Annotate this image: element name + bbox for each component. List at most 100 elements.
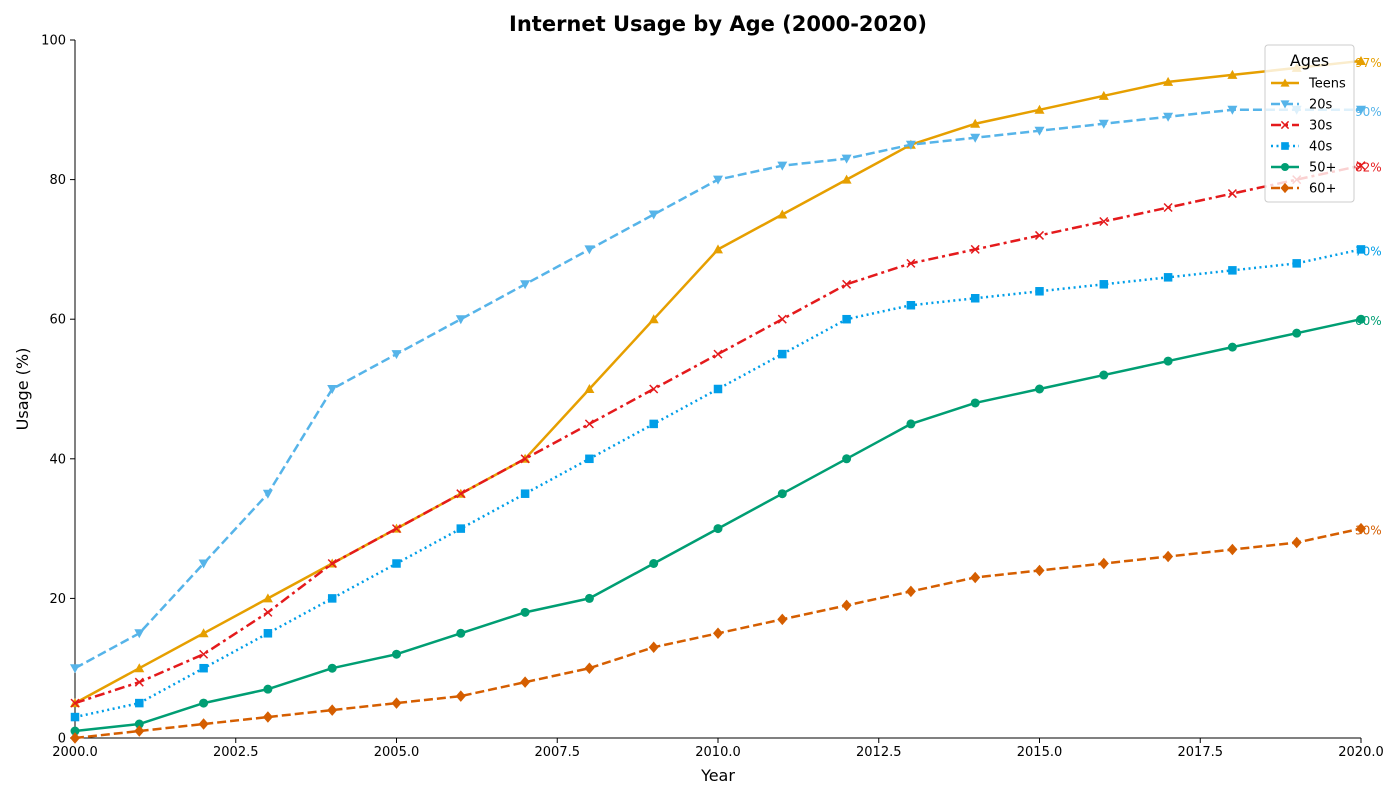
chart-title: Internet Usage by Age (2000-2020) [509, 12, 927, 36]
legend-marker [1280, 182, 1290, 194]
x-tick-label: 2007.5 [535, 745, 581, 760]
y-tick-label: 60 [49, 313, 66, 328]
data-point [392, 649, 401, 659]
data-point [1034, 230, 1045, 240]
legend-marker [1280, 120, 1290, 130]
data-point [1292, 328, 1302, 338]
legend-entry: 40s [1271, 140, 1333, 155]
legend-entry: 50+ [1271, 161, 1336, 176]
data-point [263, 629, 273, 638]
data-point [1227, 342, 1237, 352]
data-point [1356, 105, 1366, 115]
data-point [905, 140, 916, 150]
legend-marker [1281, 142, 1289, 150]
data-point [134, 629, 145, 639]
end-value-label: 30% [1355, 524, 1382, 538]
data-point [713, 244, 723, 254]
legend-entry: 60+ [1271, 182, 1336, 197]
end-value-label: 97% [1355, 56, 1382, 70]
data-point [199, 698, 209, 708]
data-point [198, 718, 209, 730]
data-point [1035, 384, 1044, 394]
data-point [1292, 259, 1301, 268]
data-point [456, 628, 466, 638]
x-tick-label: 2012.5 [856, 745, 902, 760]
legend-label: 40s [1309, 140, 1333, 155]
data-point [1034, 564, 1045, 577]
data-point [199, 649, 209, 659]
series-50 [70, 314, 1366, 736]
data-point [713, 384, 723, 394]
data-point [520, 676, 531, 688]
data-point [456, 524, 466, 533]
data-point [777, 161, 788, 171]
legend-label: 20s [1309, 98, 1333, 113]
series-line [74, 248, 1362, 719]
axes: 2000.0 2002.5 2005.0 2007.5 2010.0 2012.5 2015… [41, 34, 1384, 761]
data-point [391, 697, 402, 709]
data-point [1227, 105, 1238, 115]
data-point [1163, 356, 1173, 366]
data-point [1227, 189, 1237, 199]
data-point [520, 607, 530, 617]
data-point [520, 489, 530, 498]
data-point [584, 662, 595, 674]
data-point [970, 571, 981, 584]
data-point [970, 133, 981, 143]
legend-marker [1280, 100, 1290, 109]
legend-title: Ages [1290, 51, 1329, 70]
series-40s [70, 245, 1366, 722]
x-axis-label: Year [700, 766, 735, 785]
data-point [327, 385, 338, 394]
x-tick-label: 2017.5 [1178, 745, 1224, 760]
end-labels: 97% 90% 82% 70% 60% 30% [1355, 56, 1382, 538]
legend-marker [1280, 162, 1290, 172]
data-point [1099, 370, 1109, 380]
data-point [649, 419, 658, 429]
legend-entry: 20s [1271, 98, 1333, 113]
data-point [970, 398, 980, 408]
x-tick-label: 2005.0 [374, 745, 420, 760]
data-point [584, 245, 595, 255]
data-point [1356, 245, 1366, 254]
data-point [327, 558, 337, 569]
data-point [778, 349, 787, 359]
data-point [584, 419, 594, 429]
data-point [713, 627, 723, 640]
data-point [391, 350, 402, 360]
y-tick-label: 80 [49, 173, 66, 188]
data-point [1163, 112, 1174, 122]
end-value-label: 60% [1355, 314, 1382, 328]
data-point [70, 712, 80, 722]
y-tick-label: 0 [58, 732, 66, 747]
data-point [584, 384, 595, 393]
data-point [648, 641, 659, 654]
legend-label: 50+ [1309, 161, 1336, 176]
series-20s [70, 105, 1366, 674]
data-point [1034, 126, 1045, 136]
data-point [1098, 90, 1109, 100]
data-point [1163, 76, 1174, 86]
data-point [263, 607, 273, 617]
data-point [842, 314, 851, 324]
data-point [1227, 69, 1238, 79]
data-point [1035, 287, 1044, 296]
data-point [905, 585, 916, 598]
data-point [70, 698, 80, 708]
data-point [713, 349, 723, 359]
data-point [1163, 550, 1174, 563]
data-point [327, 594, 337, 603]
x-tick-label: 2020.0 [1338, 745, 1384, 760]
legend-entry: 30s [1271, 119, 1333, 134]
y-tick-label: 100 [41, 34, 66, 49]
data-point [520, 454, 530, 464]
data-point [70, 664, 80, 674]
x-tick-label: 2010.0 [695, 745, 741, 760]
x-tick-label: 2015.0 [1017, 745, 1063, 760]
legend-label: 60+ [1309, 182, 1336, 197]
end-value-label: 70% [1355, 244, 1382, 258]
data-point [713, 175, 723, 185]
data-point [585, 454, 594, 464]
y-axis-label: Usage (%) [13, 348, 32, 431]
data-point [841, 599, 852, 612]
